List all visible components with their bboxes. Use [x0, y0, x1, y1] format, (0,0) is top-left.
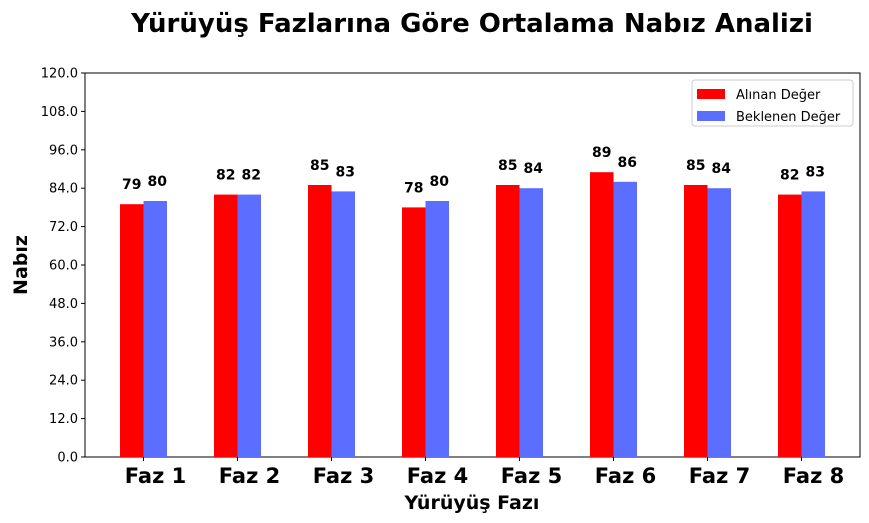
data-label: 85: [686, 158, 705, 174]
data-label: 79: [122, 177, 141, 193]
data-label: 84: [524, 161, 544, 177]
bar-alinan: [496, 185, 520, 457]
x-tick-label: Faz 4: [407, 464, 468, 488]
x-tick-label: Faz 1: [125, 464, 186, 488]
y-tick-label: 72.0: [49, 220, 78, 235]
data-label: 83: [806, 164, 825, 180]
x-tick-label: Faz 8: [783, 464, 844, 488]
bar-beklenen: [237, 194, 261, 457]
data-label: 85: [310, 158, 329, 174]
y-tick-label: 0.0: [57, 451, 78, 466]
bar-alinan: [214, 194, 238, 457]
plot-frame: [84, 72, 861, 458]
bar-beklenen: [613, 181, 637, 458]
bar-beklenen: [707, 188, 731, 457]
legend-label: Alınan Değer: [736, 88, 821, 103]
legend-swatch: [697, 89, 725, 99]
bar-alinan: [778, 194, 802, 457]
data-label: 85: [498, 158, 517, 174]
data-label: 86: [618, 155, 637, 171]
y-tick-label: 48.0: [49, 297, 78, 312]
y-axis: 0.0 12.0 24.0 36.0 48.0 60.0 72.0 84.0 96.0 108.0…: [41, 67, 85, 466]
bar-alinan: [590, 172, 614, 457]
x-tick-label: Faz 2: [219, 464, 280, 488]
data-label: 89: [592, 145, 611, 161]
x-axis-label: Yürüyüş Fazı: [404, 492, 540, 514]
y-tick-label: 12.0: [49, 412, 78, 427]
y-axis-label: Nabız: [10, 235, 32, 295]
bar-alinan: [402, 207, 426, 457]
x-tick-label: Faz 6: [595, 464, 656, 488]
legend-swatch: [697, 111, 725, 121]
bar-beklenen: [143, 201, 167, 457]
data-label: 83: [336, 164, 355, 180]
bar-alinan: [120, 204, 144, 457]
x-tick-label: Faz 7: [689, 464, 750, 488]
y-tick-label: 84.0: [49, 182, 78, 197]
bar-beklenen: [519, 188, 543, 457]
data-label: 82: [780, 168, 799, 184]
bar-alinan: [684, 185, 708, 457]
chart-title: Yürüyüş Fazlarına Göre Ortalama Nabız An…: [130, 9, 813, 39]
bar-beklenen: [331, 191, 355, 457]
legend: Alınan Değer Beklenen Değer: [691, 79, 854, 127]
data-label: 82: [242, 168, 261, 184]
data-label: 78: [404, 180, 423, 196]
data-label: 80: [430, 174, 450, 190]
y-tick-label: 108.0: [41, 105, 78, 120]
data-label: 84: [712, 161, 732, 177]
bar-alinan: [308, 185, 332, 457]
legend-box: [691, 79, 854, 127]
data-label: 82: [216, 168, 235, 184]
data-label: 80: [148, 174, 168, 190]
y-tick-label: 24.0: [49, 374, 78, 389]
legend-label: Beklenen Değer: [736, 110, 841, 125]
y-tick-label: 60.0: [49, 259, 78, 274]
bar-beklenen: [801, 191, 825, 457]
y-tick-label: 120.0: [41, 67, 78, 82]
y-tick-label: 96.0: [49, 143, 78, 158]
x-tick-label: Faz 5: [501, 464, 562, 488]
bar-beklenen: [425, 201, 449, 457]
plot-area: 79 80 82 82 85 83 78 80 85 84 89 86 85 84 82 83: [84, 72, 861, 458]
x-tick-label: Faz 3: [313, 464, 374, 488]
x-axis: Faz 1 Faz 2 Faz 3 Faz 4 Faz 5 Faz 6 Faz 7 Faz 8: [125, 457, 844, 488]
y-tick-label: 36.0: [49, 335, 78, 350]
